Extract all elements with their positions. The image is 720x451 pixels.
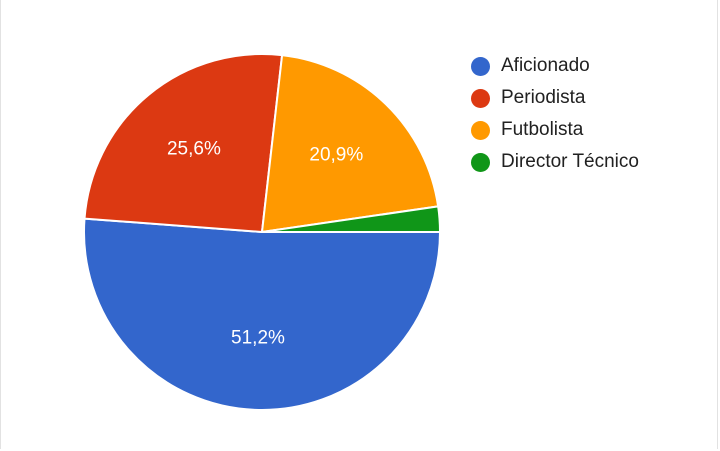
legend-item[interactable]: Periodista: [471, 82, 639, 114]
legend-label: Futbolista: [501, 119, 584, 140]
slice-value-label: 51,2%: [231, 328, 285, 349]
legend-swatch: [471, 120, 490, 140]
legend-swatch: [471, 152, 490, 172]
pie-slice-aficionado[interactable]: [83, 217, 441, 411]
legend-swatch: [471, 56, 490, 76]
pie-slice-futbolista[interactable]: [261, 54, 440, 233]
legend-label: Director Técnico: [501, 151, 639, 172]
slice-value-label: 20,9%: [309, 144, 363, 165]
legend-item[interactable]: Director Técnico: [471, 146, 639, 178]
legend-label: Periodista: [501, 87, 586, 108]
legend-swatch: [471, 88, 490, 108]
slice-value-label: 25,6%: [167, 139, 221, 160]
legend-item[interactable]: Futbolista: [471, 114, 639, 146]
legend-item[interactable]: Aficionado: [471, 50, 639, 82]
pie-slice-director-técnico[interactable]: [261, 205, 441, 233]
pie-slice-periodista[interactable]: [83, 53, 284, 233]
legend-label: Aficionado: [501, 55, 590, 76]
chart-legend: Aficionado Periodista Futbolista Director T…: [471, 50, 639, 178]
